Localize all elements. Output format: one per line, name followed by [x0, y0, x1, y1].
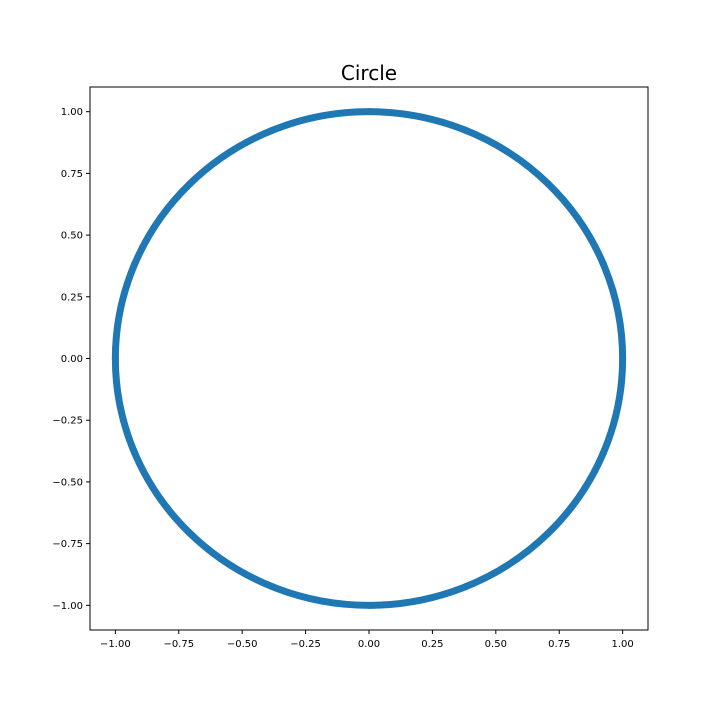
y-axis: −1.00 −0.75 −0.50 −0.25 0.00 0.25 0.50 0.75 1.00 [52, 107, 90, 612]
y-tick-label: −0.75 [52, 539, 83, 550]
data-point [131, 449, 139, 457]
data-point [268, 126, 276, 134]
data-point [186, 529, 194, 537]
x-tick-label: −0.50 [227, 639, 258, 650]
data-point [131, 260, 139, 268]
data-point [462, 583, 470, 591]
x-tick-label: 0.00 [358, 639, 380, 650]
x-tick-label: −1.00 [100, 639, 131, 650]
y-tick-label: 1.00 [61, 107, 83, 118]
x-tick-label: 0.75 [548, 639, 570, 650]
y-tick-label: 0.50 [61, 231, 83, 242]
data-point [599, 449, 607, 457]
data-point [599, 260, 607, 268]
data-layer [111, 108, 627, 609]
data-point [365, 108, 373, 116]
x-tick-label: 0.50 [485, 639, 507, 650]
y-tick-label: −1.00 [52, 601, 83, 612]
data-point [544, 180, 552, 188]
data-point [462, 126, 470, 134]
x-tick-label: −0.25 [290, 639, 321, 650]
y-tick-label: 0.75 [61, 169, 83, 180]
x-tick-label: 1.00 [612, 639, 634, 650]
data-point [268, 583, 276, 591]
data-point [186, 180, 194, 188]
y-tick-label: 0.25 [61, 292, 83, 303]
y-tick-label: −0.50 [52, 477, 83, 488]
data-point [619, 355, 627, 362]
data-point [111, 355, 119, 362]
x-tick-label: 0.25 [421, 639, 443, 650]
x-tick-label: −0.75 [163, 639, 194, 650]
chart-title: Circle [341, 61, 397, 85]
x-axis: −1.00 −0.75 −0.50 −0.25 0.00 0.25 0.50 0.75 1.00 [100, 630, 634, 650]
data-point [365, 601, 373, 609]
y-tick-label: −0.25 [52, 416, 83, 427]
data-point [544, 529, 552, 537]
y-tick-label: 0.00 [61, 354, 83, 365]
